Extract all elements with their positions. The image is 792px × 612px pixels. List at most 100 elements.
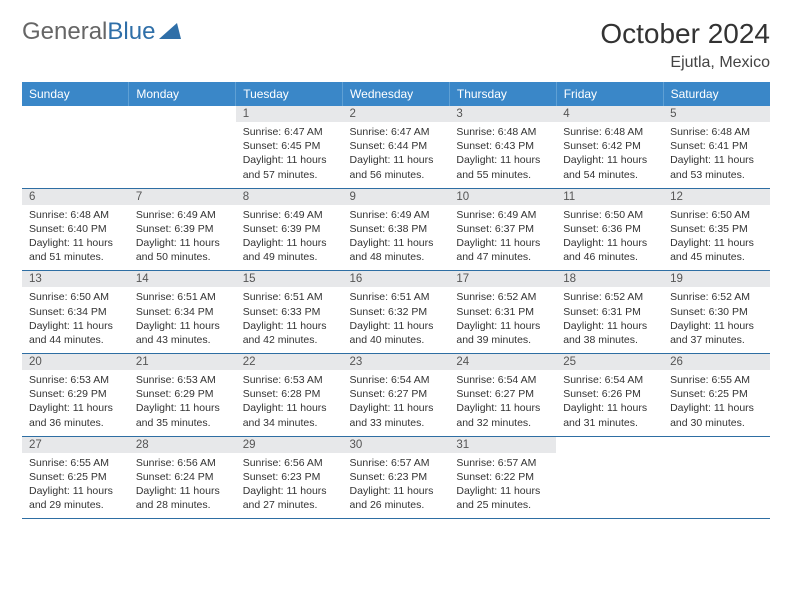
sunrise-text: Sunrise: 6:50 AM [29,290,122,304]
day-number-cell [556,436,663,453]
day-number-cell: 7 [129,188,236,205]
sunset-text: Sunset: 6:30 PM [670,305,763,319]
day-content-cell: Sunrise: 6:50 AMSunset: 6:34 PMDaylight:… [22,287,129,353]
day-number-row: 20212223242526 [22,354,770,371]
sunrise-text: Sunrise: 6:51 AM [136,290,229,304]
day-content-cell: Sunrise: 6:54 AMSunset: 6:26 PMDaylight:… [556,370,663,436]
day-content-cell [663,453,770,519]
sunset-text: Sunset: 6:22 PM [456,470,549,484]
day-content-cell: Sunrise: 6:56 AMSunset: 6:23 PMDaylight:… [236,453,343,519]
day-number-cell: 28 [129,436,236,453]
daylight-text: Daylight: 11 hours and 33 minutes. [350,401,443,429]
day-header-row: Sunday Monday Tuesday Wednesday Thursday… [22,82,770,106]
day-content-cell: Sunrise: 6:49 AMSunset: 6:39 PMDaylight:… [236,205,343,271]
day-content-cell: Sunrise: 6:54 AMSunset: 6:27 PMDaylight:… [449,370,556,436]
day-content-cell [22,122,129,188]
day-number-cell: 12 [663,188,770,205]
sunset-text: Sunset: 6:32 PM [350,305,443,319]
sunset-text: Sunset: 6:26 PM [563,387,656,401]
day-header: Wednesday [343,82,450,106]
sunrise-text: Sunrise: 6:49 AM [350,208,443,222]
day-number-cell: 22 [236,354,343,371]
day-content-cell: Sunrise: 6:49 AMSunset: 6:37 PMDaylight:… [449,205,556,271]
day-content-cell: Sunrise: 6:53 AMSunset: 6:29 PMDaylight:… [22,370,129,436]
day-number-cell: 6 [22,188,129,205]
day-number-cell: 5 [663,106,770,122]
day-header: Tuesday [236,82,343,106]
day-content-cell: Sunrise: 6:54 AMSunset: 6:27 PMDaylight:… [343,370,450,436]
day-number-cell: 31 [449,436,556,453]
sunrise-text: Sunrise: 6:50 AM [670,208,763,222]
day-content-cell: Sunrise: 6:52 AMSunset: 6:31 PMDaylight:… [556,287,663,353]
logo: GeneralBlue [22,18,181,46]
day-header: Thursday [449,82,556,106]
day-number-row: 2728293031 [22,436,770,453]
day-number-cell [22,106,129,122]
day-number-cell: 4 [556,106,663,122]
sunset-text: Sunset: 6:29 PM [29,387,122,401]
daylight-text: Daylight: 11 hours and 32 minutes. [456,401,549,429]
sunrise-text: Sunrise: 6:57 AM [350,456,443,470]
daylight-text: Daylight: 11 hours and 54 minutes. [563,153,656,181]
sunrise-text: Sunrise: 6:52 AM [670,290,763,304]
sunset-text: Sunset: 6:31 PM [456,305,549,319]
daylight-text: Daylight: 11 hours and 48 minutes. [350,236,443,264]
sunset-text: Sunset: 6:39 PM [243,222,336,236]
sunrise-text: Sunrise: 6:53 AM [136,373,229,387]
day-number-cell: 17 [449,271,556,288]
daylight-text: Daylight: 11 hours and 55 minutes. [456,153,549,181]
day-content-cell: Sunrise: 6:56 AMSunset: 6:24 PMDaylight:… [129,453,236,519]
sunset-text: Sunset: 6:44 PM [350,139,443,153]
day-content-cell: Sunrise: 6:50 AMSunset: 6:35 PMDaylight:… [663,205,770,271]
daylight-text: Daylight: 11 hours and 47 minutes. [456,236,549,264]
location: Ejutla, Mexico [600,54,770,72]
day-number-cell: 15 [236,271,343,288]
logo-blue: Blue [107,18,155,45]
sunrise-text: Sunrise: 6:51 AM [350,290,443,304]
day-content-cell: Sunrise: 6:55 AMSunset: 6:25 PMDaylight:… [663,370,770,436]
sunset-text: Sunset: 6:27 PM [456,387,549,401]
sunrise-text: Sunrise: 6:51 AM [243,290,336,304]
day-number-cell: 13 [22,271,129,288]
day-number-cell: 30 [343,436,450,453]
sunset-text: Sunset: 6:39 PM [136,222,229,236]
day-content-cell: Sunrise: 6:53 AMSunset: 6:29 PMDaylight:… [129,370,236,436]
sunset-text: Sunset: 6:31 PM [563,305,656,319]
day-content-cell: Sunrise: 6:48 AMSunset: 6:41 PMDaylight:… [663,122,770,188]
daylight-text: Daylight: 11 hours and 39 minutes. [456,319,549,347]
daylight-text: Daylight: 11 hours and 28 minutes. [136,484,229,512]
day-number-cell [663,436,770,453]
sunrise-text: Sunrise: 6:48 AM [456,125,549,139]
daylight-text: Daylight: 11 hours and 46 minutes. [563,236,656,264]
sunrise-text: Sunrise: 6:47 AM [243,125,336,139]
day-content-cell: Sunrise: 6:57 AMSunset: 6:22 PMDaylight:… [449,453,556,519]
sunset-text: Sunset: 6:45 PM [243,139,336,153]
daylight-text: Daylight: 11 hours and 57 minutes. [243,153,336,181]
header: GeneralBlue October 2024 Ejutla, Mexico [22,18,770,72]
daylight-text: Daylight: 11 hours and 29 minutes. [29,484,122,512]
day-content-row: Sunrise: 6:48 AMSunset: 6:40 PMDaylight:… [22,205,770,271]
day-content-cell [556,453,663,519]
calendar-table: Sunday Monday Tuesday Wednesday Thursday… [22,82,770,519]
day-content-row: Sunrise: 6:50 AMSunset: 6:34 PMDaylight:… [22,287,770,353]
logo-gray: General [22,18,107,45]
day-number-cell: 18 [556,271,663,288]
day-header: Friday [556,82,663,106]
sunset-text: Sunset: 6:23 PM [243,470,336,484]
day-number-cell: 19 [663,271,770,288]
day-number-cell: 16 [343,271,450,288]
day-number-cell: 21 [129,354,236,371]
daylight-text: Daylight: 11 hours and 40 minutes. [350,319,443,347]
day-number-cell: 2 [343,106,450,122]
daylight-text: Daylight: 11 hours and 37 minutes. [670,319,763,347]
daylight-text: Daylight: 11 hours and 50 minutes. [136,236,229,264]
day-content-cell: Sunrise: 6:49 AMSunset: 6:38 PMDaylight:… [343,205,450,271]
day-content-cell: Sunrise: 6:55 AMSunset: 6:25 PMDaylight:… [22,453,129,519]
day-content-cell: Sunrise: 6:47 AMSunset: 6:45 PMDaylight:… [236,122,343,188]
daylight-text: Daylight: 11 hours and 31 minutes. [563,401,656,429]
day-number-cell: 29 [236,436,343,453]
daylight-text: Daylight: 11 hours and 30 minutes. [670,401,763,429]
daylight-text: Daylight: 11 hours and 35 minutes. [136,401,229,429]
day-content-cell: Sunrise: 6:53 AMSunset: 6:28 PMDaylight:… [236,370,343,436]
day-number-cell: 10 [449,188,556,205]
